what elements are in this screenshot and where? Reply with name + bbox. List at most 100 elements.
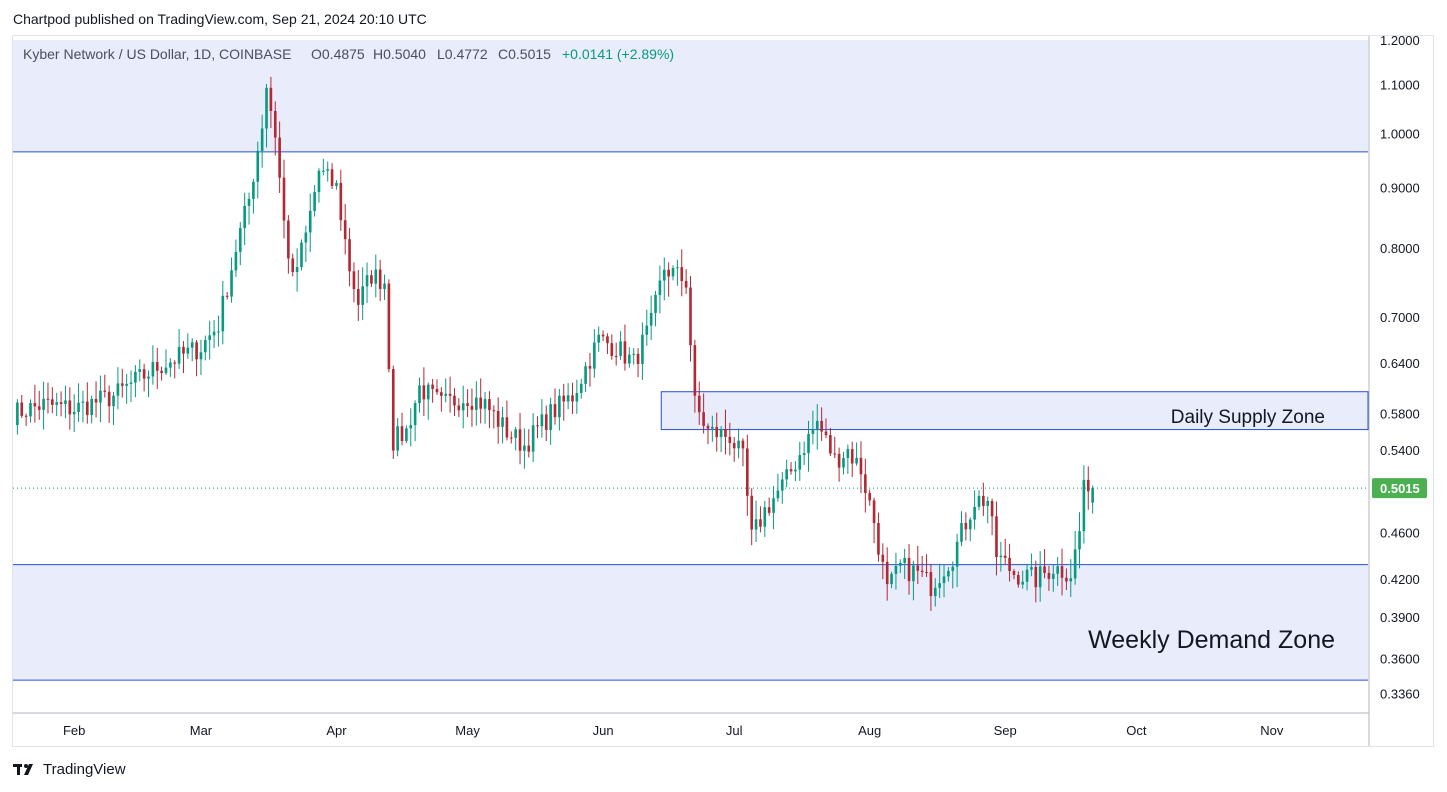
candle-body: [820, 420, 823, 432]
candle: [125, 374, 128, 404]
candle-body: [719, 428, 723, 438]
candle: [697, 381, 701, 425]
candle-body: [370, 275, 373, 284]
candle: [1012, 568, 1016, 580]
candle-body: [850, 449, 854, 464]
price-tick-label: 0.5400: [1380, 443, 1420, 458]
legend-low: L0.4772: [437, 46, 488, 62]
candle-body: [593, 342, 596, 369]
candle: [837, 447, 841, 482]
candle: [872, 497, 876, 544]
candle: [982, 482, 985, 516]
price-tick-label: 0.9000: [1380, 181, 1420, 196]
candle-body: [759, 519, 762, 527]
candle: [483, 391, 487, 424]
candle-body: [680, 267, 684, 282]
candle-body: [558, 395, 561, 418]
candle-body: [212, 331, 216, 336]
candle-body: [501, 417, 504, 427]
candle-body: [221, 295, 225, 332]
candle: [544, 405, 548, 442]
candle: [575, 379, 579, 414]
candle-body: [107, 391, 111, 407]
candle-body: [833, 453, 837, 455]
candle-body: [1051, 573, 1055, 579]
candle-body: [741, 440, 745, 449]
candle: [759, 506, 762, 533]
candle: [885, 547, 889, 601]
price-tick-label: 1.2000: [1380, 33, 1420, 48]
candle-body: [933, 587, 937, 597]
candle-body: [51, 399, 54, 405]
candle: [553, 388, 557, 425]
candle-body: [859, 457, 863, 475]
candle: [387, 279, 391, 373]
candle: [702, 393, 705, 434]
time-tick-label: Nov: [1260, 723, 1284, 738]
candle-body: [772, 498, 775, 513]
candle-body: [579, 383, 583, 393]
candle: [658, 265, 662, 314]
candle: [448, 376, 452, 413]
candle-body: [300, 242, 303, 268]
candle-body: [920, 570, 924, 572]
candle-body: [973, 506, 976, 520]
candle: [995, 501, 998, 576]
candle: [308, 193, 312, 253]
candle-body: [855, 457, 858, 464]
candle-body: [798, 455, 802, 470]
candles-layer: [16, 76, 1094, 611]
candle-body: [549, 404, 552, 430]
candle: [815, 404, 819, 450]
candle: [1073, 530, 1077, 585]
candle: [169, 358, 172, 377]
candle-body: [641, 334, 644, 364]
candle-body: [278, 137, 281, 178]
candle-body: [138, 369, 142, 372]
candle: [20, 394, 24, 418]
candle: [855, 442, 858, 466]
candle-body: [509, 437, 513, 439]
candle-body: [990, 500, 994, 517]
candle: [352, 262, 356, 303]
candle-body: [169, 362, 172, 368]
candle: [824, 418, 828, 439]
candle: [746, 434, 749, 516]
candle-body: [890, 573, 893, 585]
candle-body: [1065, 577, 1068, 582]
candle-body: [24, 415, 28, 417]
candle-body: [304, 232, 308, 243]
candle-body: [1012, 571, 1016, 576]
candle: [916, 545, 920, 585]
candle: [151, 345, 155, 385]
time-tick-label: Sep: [994, 723, 1017, 738]
candle: [763, 500, 767, 537]
candle-body: [562, 395, 566, 402]
candle-body: [186, 347, 190, 354]
candle-body: [335, 182, 338, 186]
candle: [339, 169, 343, 231]
candle-body: [662, 269, 666, 281]
candle-body: [55, 402, 59, 405]
candle: [134, 365, 137, 398]
candle: [492, 405, 496, 429]
candle: [1078, 512, 1081, 569]
candle: [426, 382, 430, 420]
candle: [662, 257, 666, 301]
candle-body: [627, 354, 631, 364]
candle: [907, 544, 911, 595]
candle: [680, 249, 684, 297]
candle: [938, 563, 941, 598]
candle-body: [947, 570, 950, 577]
price-tick-label: 0.4200: [1380, 572, 1420, 587]
candle-body: [37, 406, 41, 410]
candle: [81, 390, 85, 423]
candle: [501, 406, 504, 444]
candle-body: [208, 335, 212, 340]
candle-body: [155, 362, 159, 371]
candle-body: [134, 371, 137, 383]
candle: [846, 444, 850, 474]
candle-body: [422, 385, 426, 400]
candle: [370, 270, 373, 287]
